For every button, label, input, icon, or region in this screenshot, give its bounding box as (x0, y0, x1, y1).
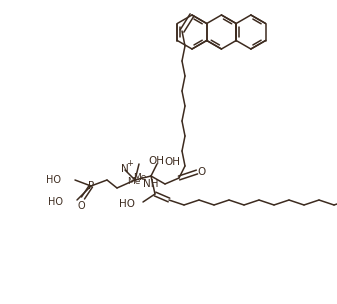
Text: P: P (88, 181, 94, 191)
Text: HO: HO (119, 199, 135, 209)
Text: N: N (121, 164, 129, 174)
Text: O: O (198, 167, 206, 177)
Text: HO: HO (46, 175, 61, 185)
Text: Me: Me (133, 174, 146, 182)
Text: OH: OH (164, 157, 180, 167)
Text: HO: HO (48, 197, 63, 207)
Text: NH: NH (143, 179, 158, 189)
Text: Me: Me (127, 178, 141, 186)
Text: +: + (127, 158, 133, 168)
Text: OH: OH (148, 156, 164, 166)
Text: O: O (77, 201, 85, 211)
